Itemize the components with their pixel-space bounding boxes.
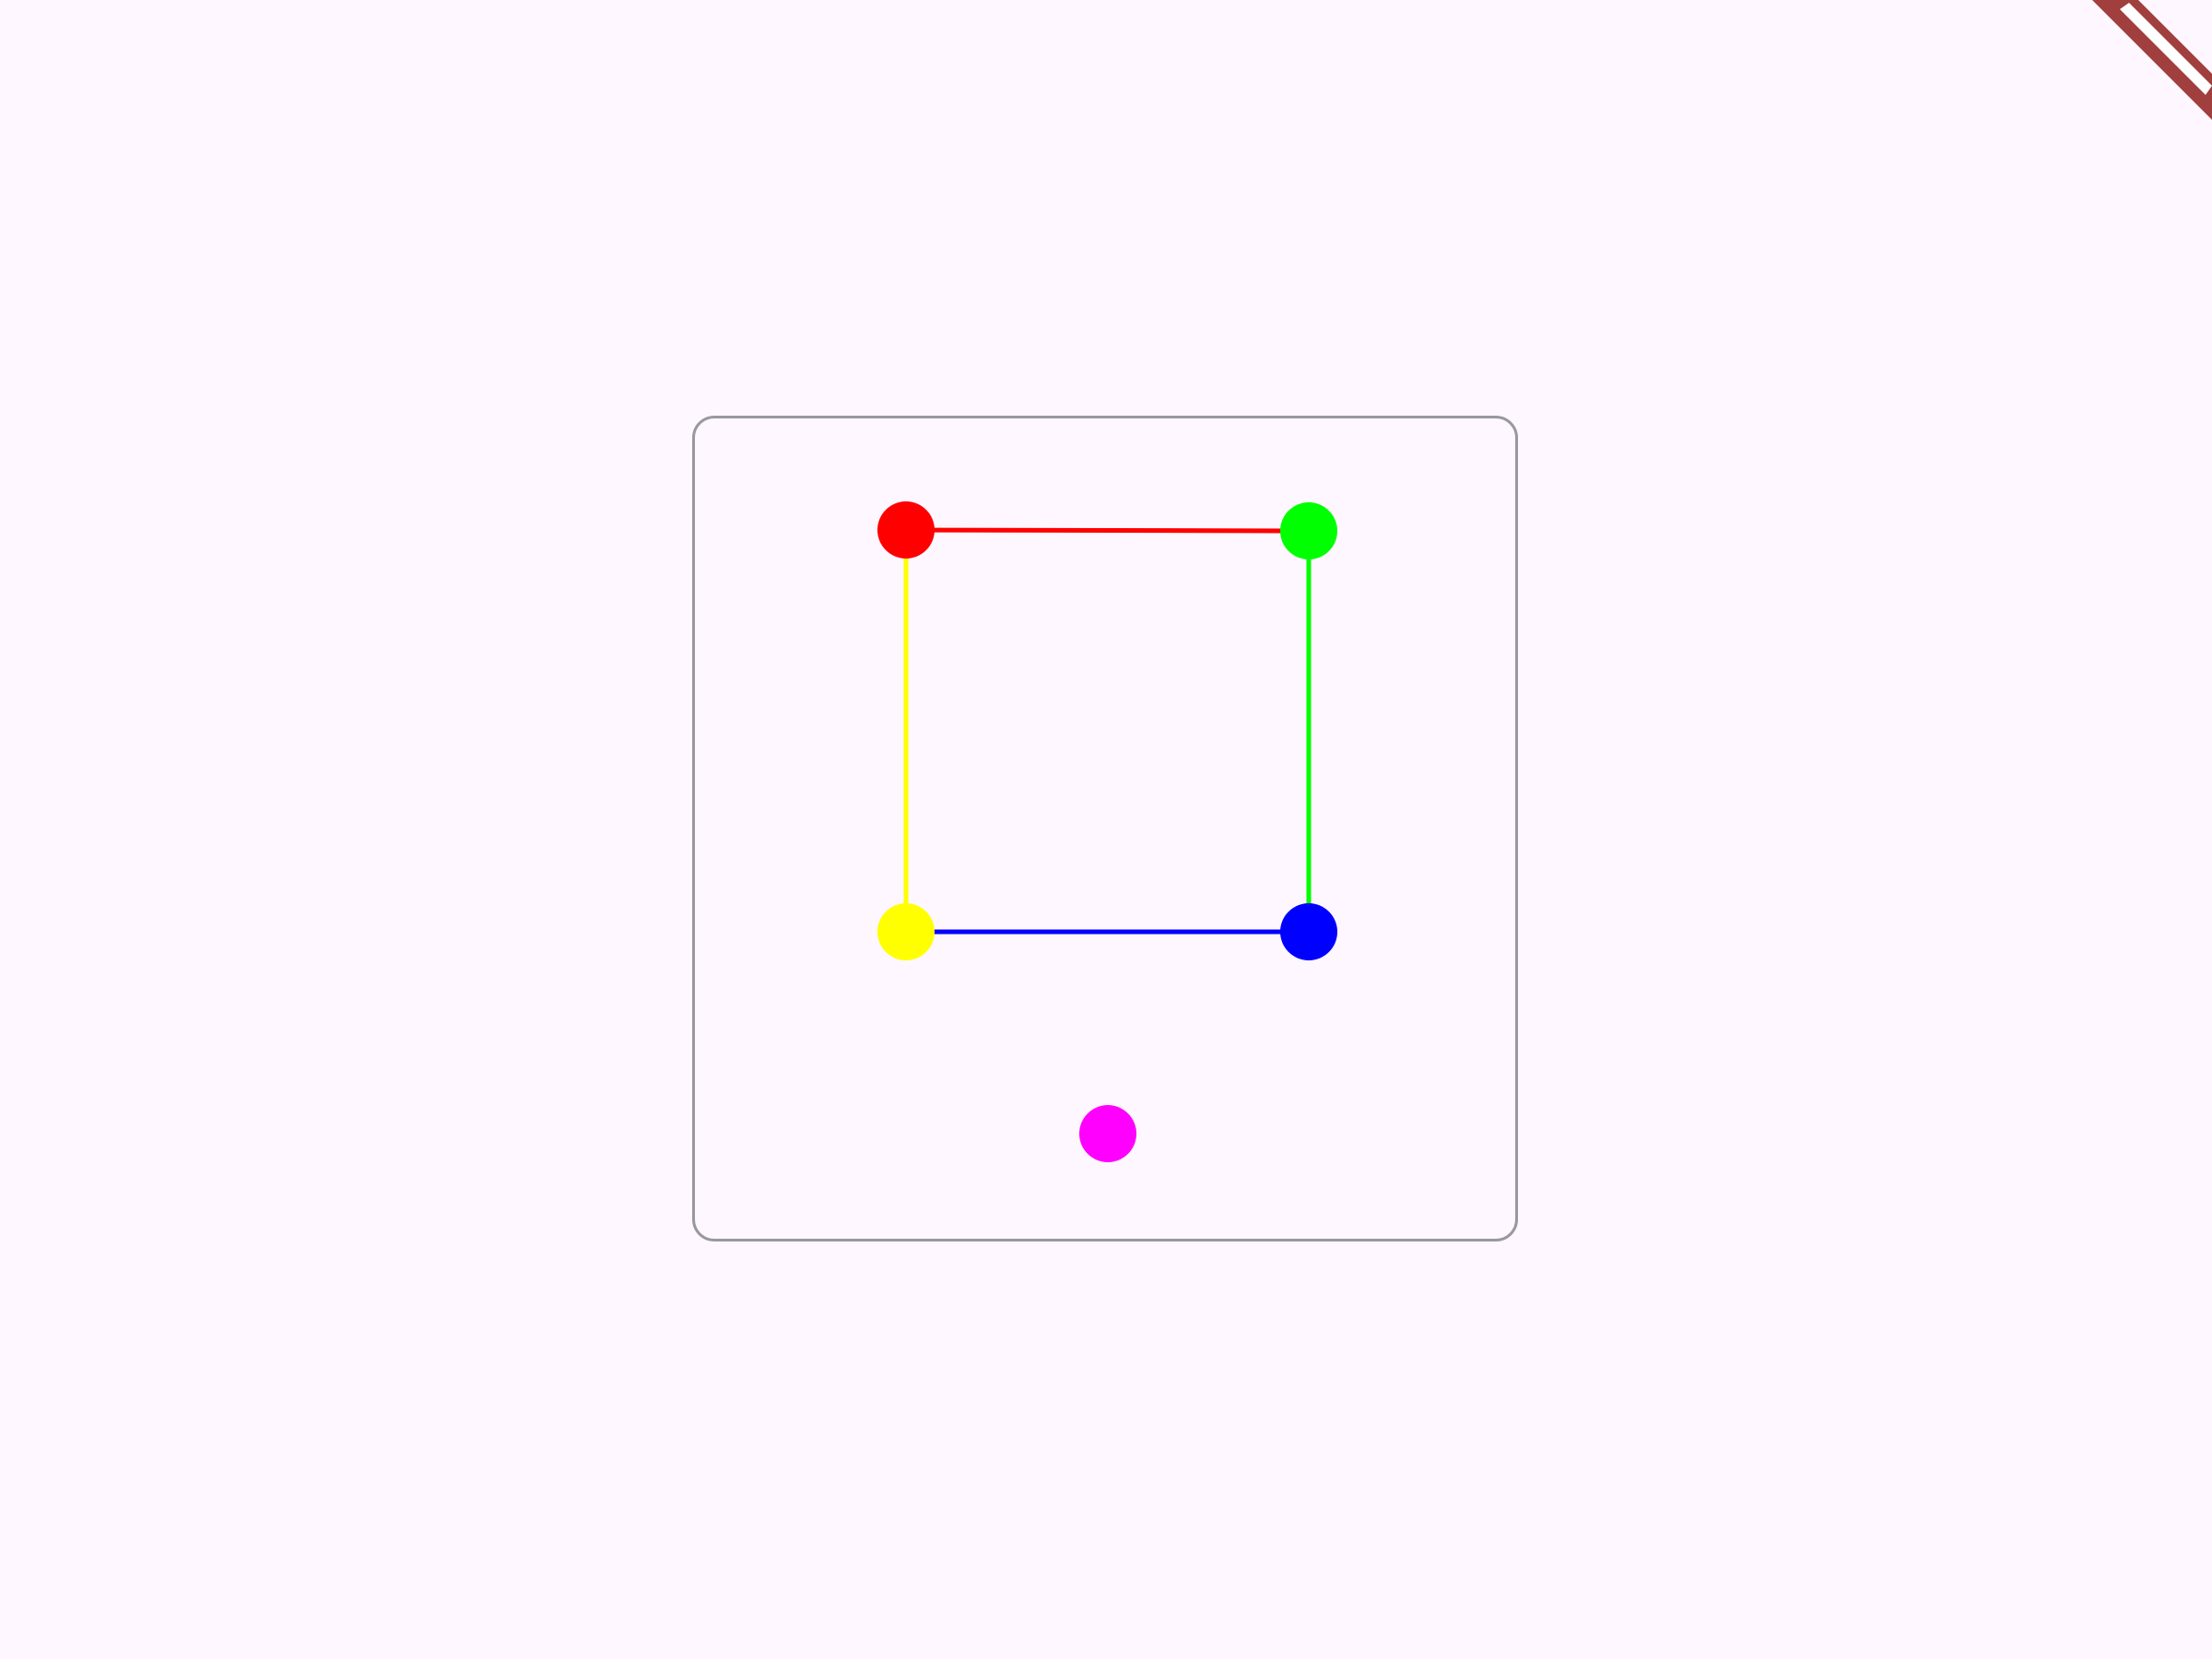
node-layer [877, 501, 1337, 1162]
graph-panel[interactable] [692, 416, 1518, 1241]
magenta-node[interactable] [1079, 1105, 1136, 1162]
debug-ribbon-icon [2092, 0, 2212, 120]
edge-red-green [905, 527, 1310, 534]
edge-layer [903, 527, 1312, 935]
debug-ribbon-fill [2092, 0, 2212, 120]
yellow-node[interactable] [877, 903, 935, 960]
red-node[interactable] [877, 501, 935, 559]
blue-node[interactable] [1280, 903, 1337, 960]
debug-ribbon-band [2120, 3, 2212, 95]
green-node[interactable] [1280, 502, 1337, 559]
graph-canvas[interactable] [695, 418, 1521, 1244]
